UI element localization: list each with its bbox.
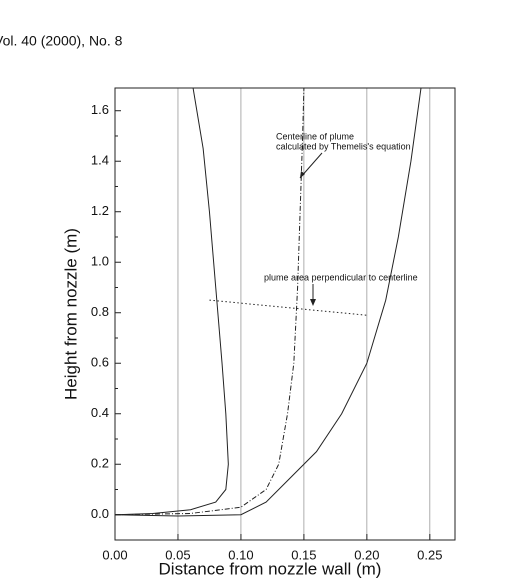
annotation: calculated by Themelis's equation — [276, 141, 411, 151]
plot: 0.00 0.05 0.10 0.15 0.20 0.25 0.0 0.2 0.4 0.6 0.8 1… — [61, 87, 456, 578]
arrowhead — [300, 171, 305, 178]
curve — [115, 88, 422, 517]
y-tick-label: 1.6 — [91, 102, 109, 117]
x-tick-label: 0.15 — [291, 547, 316, 562]
arrowhead — [310, 299, 316, 306]
annotation: Centerline of plume — [276, 131, 354, 141]
y-tick-label: 1.4 — [91, 153, 109, 168]
x-axis-label: Distance from nozzle wall (m) — [159, 559, 382, 578]
x-tick-label: 0.00 — [102, 547, 127, 562]
x-tick-label: 0.10 — [228, 547, 253, 562]
annotation: plume area perpendicular to centerline — [264, 272, 418, 282]
x-tick-label: 0.25 — [417, 547, 442, 562]
header: Vol. 40 (2000), No. 8 — [0, 33, 123, 49]
curve — [209, 299, 367, 316]
plot-frame — [114, 87, 456, 541]
curve — [115, 88, 305, 516]
y-tick-label: 0.0 — [91, 506, 109, 521]
y-tick-label: 1.2 — [91, 203, 109, 218]
curve — [115, 88, 229, 516]
y-axis-label: Height from nozzle (m) — [61, 228, 80, 400]
y-tick-label: 0.4 — [91, 405, 109, 420]
y-tick-label: 0.8 — [91, 304, 109, 319]
y-tick-label: 0.6 — [91, 355, 109, 370]
x-tick-label: 0.05 — [165, 547, 190, 562]
y-tick-label: 0.2 — [91, 456, 109, 471]
y-tick-label: 1.0 — [91, 254, 109, 269]
x-tick-label: 0.20 — [354, 547, 379, 562]
